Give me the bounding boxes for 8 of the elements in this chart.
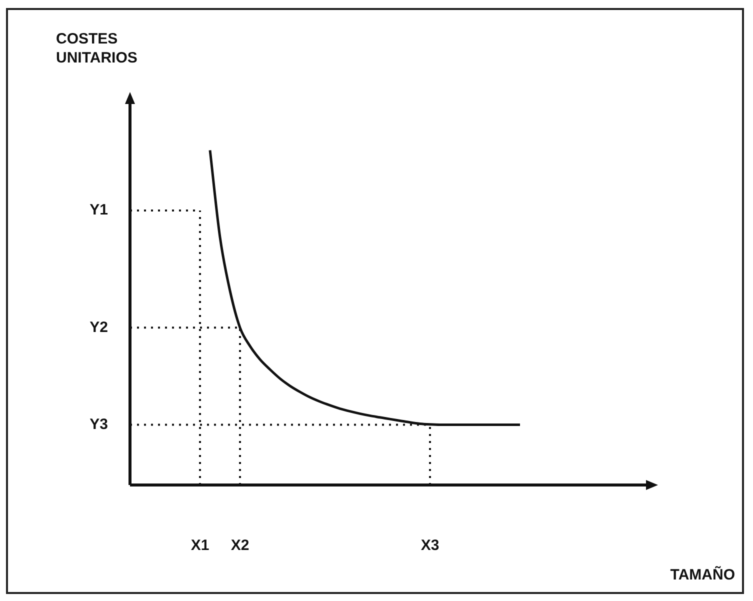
- x-tick-label: X1: [190, 537, 210, 554]
- x-tick-label: X3: [420, 537, 440, 554]
- ref-line-label: Y3: [90, 416, 108, 433]
- x-tick-label: X2: [230, 537, 250, 554]
- x-axis-title: TAMAÑO: [670, 566, 736, 584]
- ref-line-label: Y2: [90, 318, 108, 336]
- text: COSTES UNITARIOS: [56, 30, 138, 67]
- ref-line-label: Y1: [90, 202, 108, 219]
